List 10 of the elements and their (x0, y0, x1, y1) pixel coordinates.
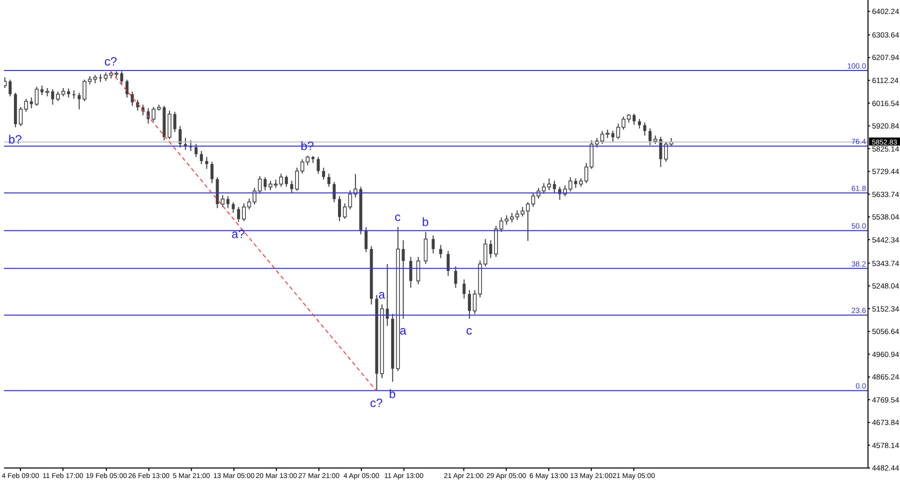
annotation: c? (370, 396, 384, 410)
annotation: c (394, 210, 401, 224)
annotation: a (378, 287, 386, 302)
annotation: b (388, 386, 396, 401)
annotation: c? (104, 54, 118, 68)
annotation: a (400, 324, 407, 338)
annotation: a? (232, 226, 246, 241)
annotation: c (466, 324, 472, 338)
annotation: b (422, 214, 430, 229)
annotation: b? (8, 132, 22, 146)
